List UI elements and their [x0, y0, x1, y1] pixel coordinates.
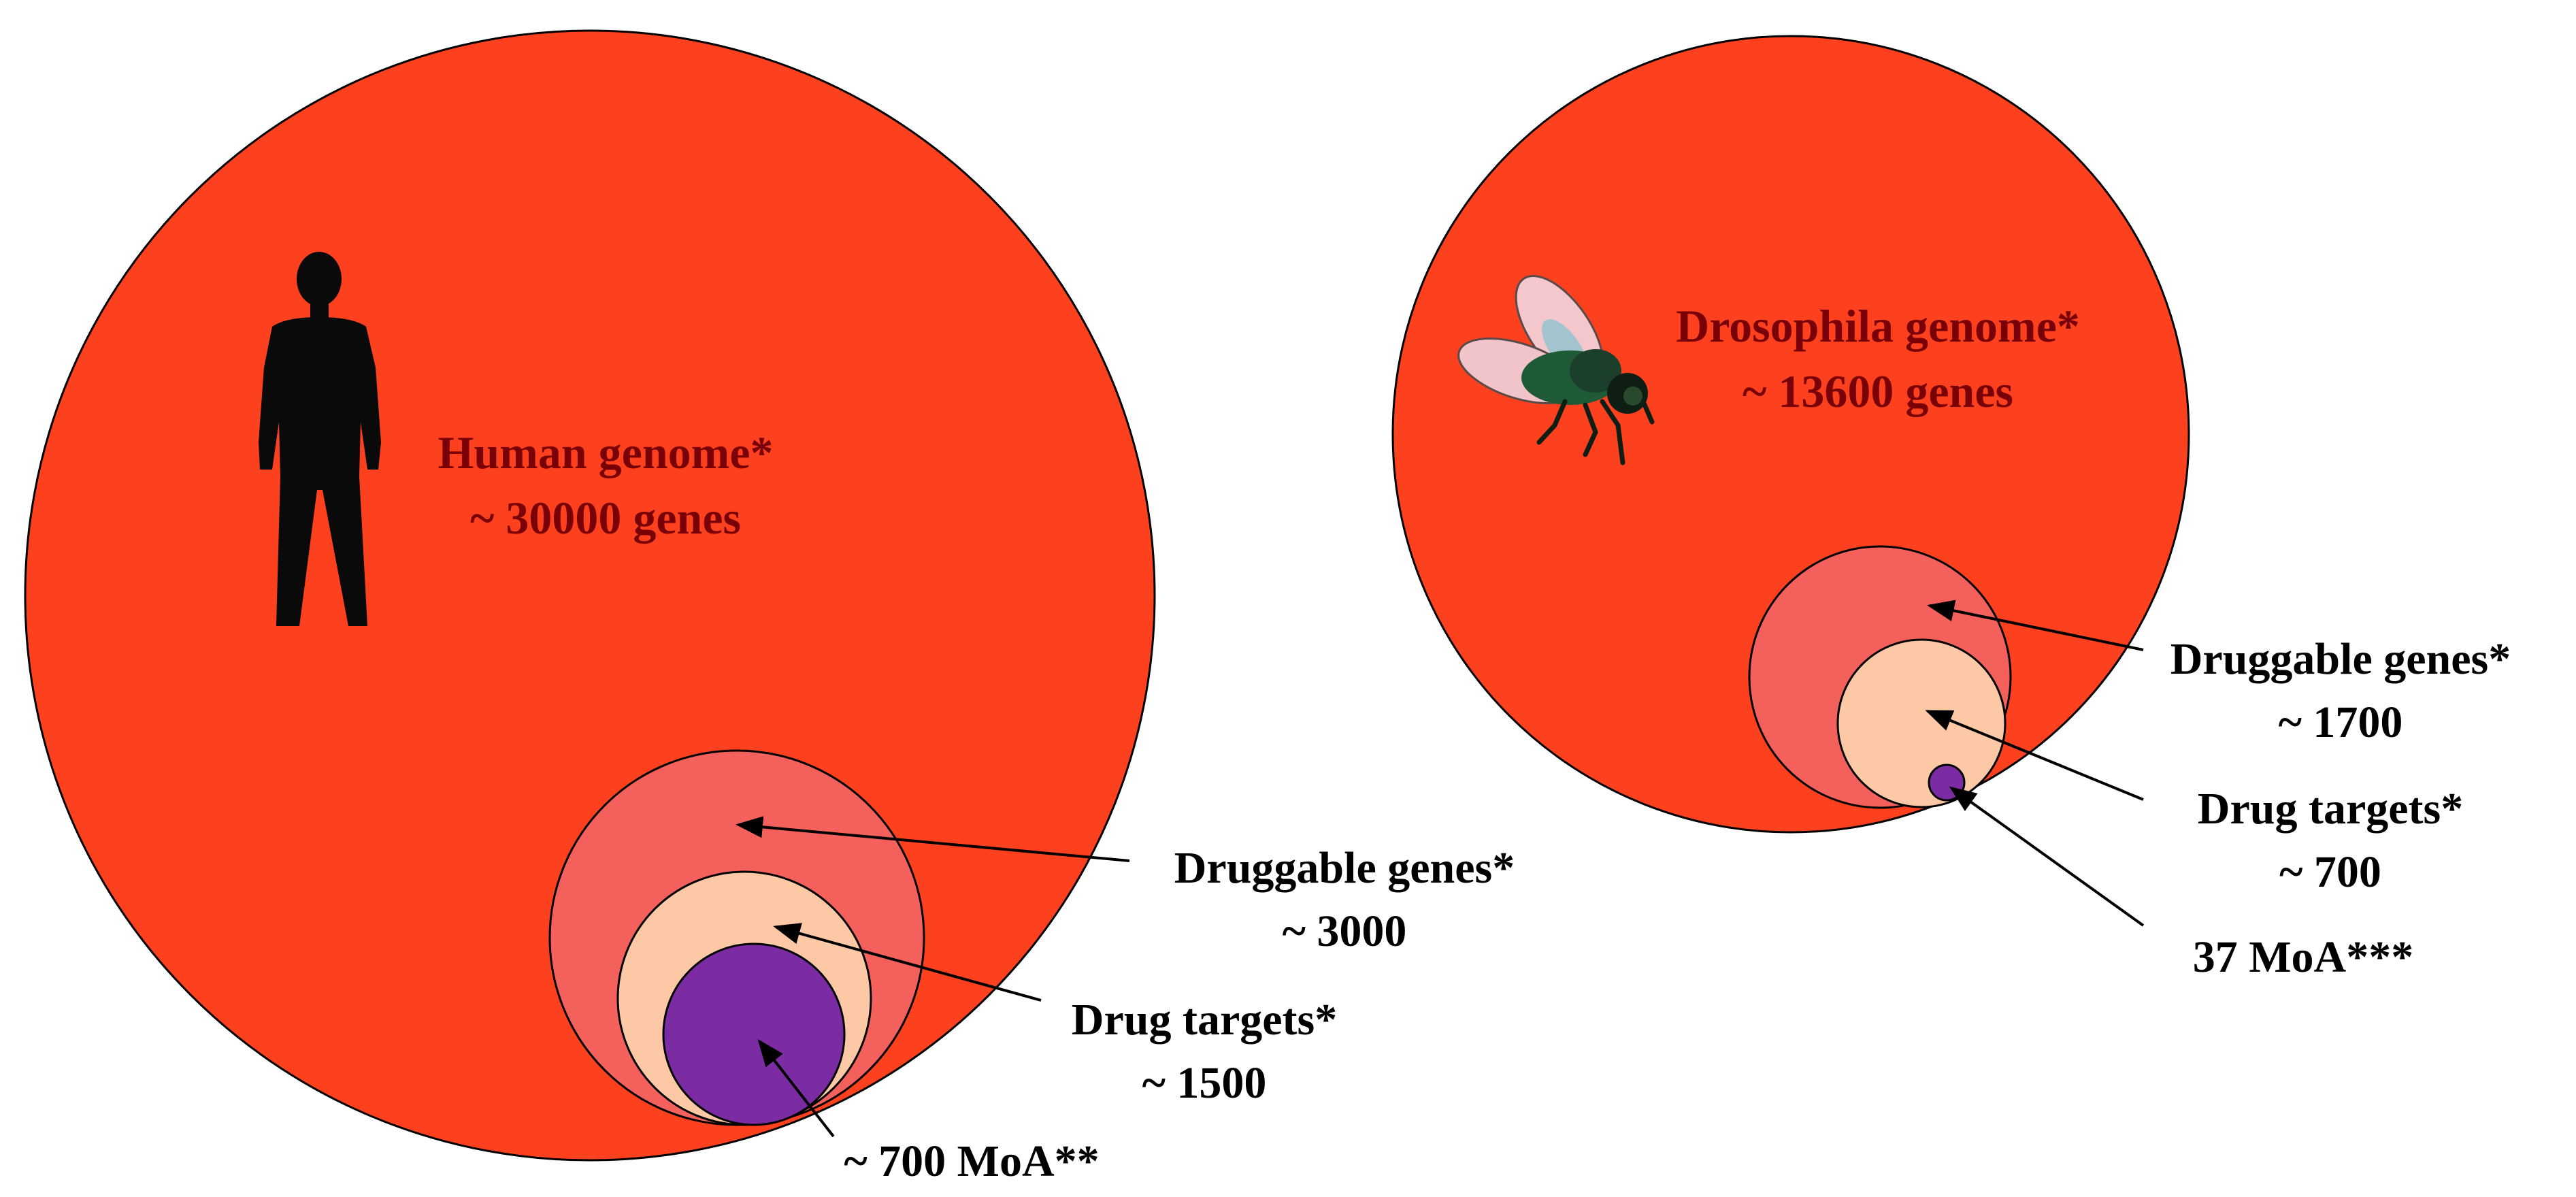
- fruit-fly-icon: [1457, 275, 1655, 465]
- human-druggable-arrow: [736, 816, 1130, 862]
- fly-genome-group: Drosophila genome* ~ 13600 genes Druggab…: [1391, 35, 2511, 982]
- fly-targets-label: Drug targets*: [2198, 784, 2463, 834]
- human-targets-count: ~ 1500: [1142, 1058, 1267, 1108]
- fly-druggable-arrow: [1927, 600, 2144, 651]
- human-moa-circle: [662, 942, 846, 1126]
- human-druggable-count: ~ 3000: [1283, 906, 1407, 956]
- fly-druggable-label: Druggable genes*: [2170, 634, 2511, 684]
- human-druggable-label: Druggable genes*: [1174, 843, 1515, 893]
- fly-moa-label: 37 MoA***: [2193, 932, 2413, 982]
- fly-targets-count: ~ 700: [2279, 847, 2381, 897]
- human-targets-arrow: [773, 923, 1042, 1002]
- fly-targets-circle: [1836, 638, 2007, 808]
- fly-genome-count: ~ 13600 genes: [1743, 365, 2013, 417]
- fly-targets-arrow: [1925, 710, 2144, 801]
- fly-moa-arrow: [1949, 786, 2145, 927]
- human-genome-group: Human genome* ~ 30000 genes Druggable ge…: [24, 29, 1515, 1186]
- fly-druggable-count: ~ 1700: [2279, 698, 2403, 747]
- fly-genome-label: Drosophila genome*: [1676, 300, 2080, 352]
- human-genome-label: Human genome*: [438, 427, 774, 478]
- human-silhouette-icon: [259, 252, 381, 626]
- human-moa-label: ~ 700 MoA**: [844, 1136, 1099, 1186]
- human-genome-count: ~ 30000 genes: [470, 492, 741, 544]
- human-targets-label: Drug targets*: [1072, 995, 1337, 1045]
- human-moa-arrow: [757, 1038, 835, 1138]
